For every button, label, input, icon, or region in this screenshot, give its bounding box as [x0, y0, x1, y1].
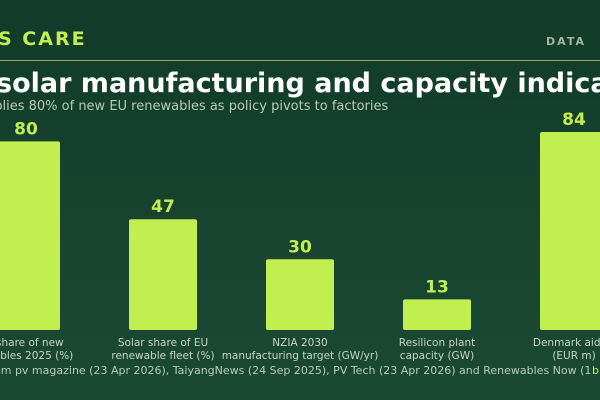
source-note: om pv magazine (23 Apr 2026), TaiyangNew…: [0, 364, 592, 377]
category-label-0-line-0: r share of new: [0, 337, 64, 349]
category-label-2-line-1: manufacturing target (GW/yr): [222, 350, 379, 362]
chart-subtitle: pplies 80% of new EU renewables as polic…: [0, 99, 389, 114]
source-link[interactable]: b: [592, 364, 599, 377]
bar-0: [0, 141, 60, 330]
category-label-3-line-0: Resilicon plant: [399, 337, 475, 349]
value-label-3: 13: [425, 277, 449, 297]
category-label-0-line-1: ewables 2025 (%): [0, 350, 73, 362]
value-label-2: 30: [288, 237, 312, 257]
value-label-1: 47: [151, 197, 175, 217]
bar-3: [403, 299, 471, 330]
category-label-4-line-1: (EUR m): [552, 350, 595, 362]
brand-logo-text: S CARE: [0, 28, 87, 50]
bar-1: [129, 219, 197, 330]
value-label-0: 80: [14, 119, 38, 139]
header-divider: [0, 60, 600, 61]
category-label-3-line-1: capacity (GW): [400, 350, 474, 362]
value-label-4: 84: [562, 110, 586, 130]
category-label-1-line-0: Solar share of EU: [118, 337, 208, 349]
category-label-2-line-0: NZIA 2030: [272, 337, 327, 349]
category-label-1-line-1: renewable fleet (%): [111, 350, 214, 362]
bar-4: [540, 132, 600, 330]
bar-2: [266, 259, 334, 330]
chart-title: solar manufacturing and capacity indica: [0, 68, 600, 99]
section-tag: DATA: [546, 35, 586, 48]
category-label-4-line-0: Denmark aid sc: [533, 337, 600, 349]
